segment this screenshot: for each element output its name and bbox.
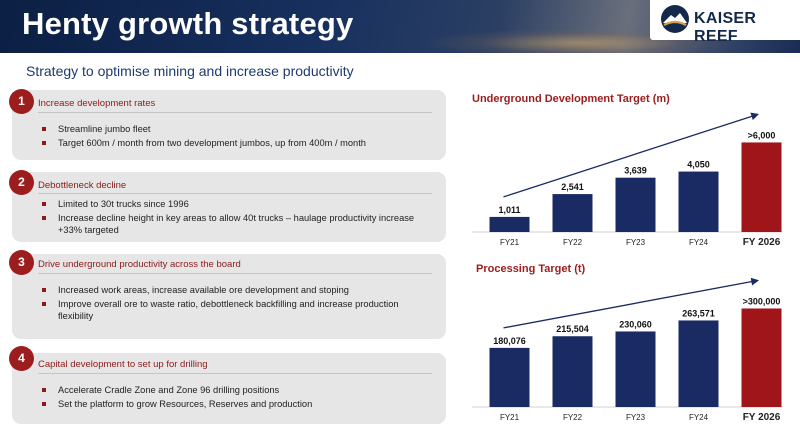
list-item: Set the platform to grow Resources, Rese… (42, 398, 427, 410)
tick-label: FY22 (563, 238, 583, 247)
tick-label: FY22 (563, 413, 583, 422)
data-label: 1,011 (498, 205, 520, 215)
bar-fy-2026 (741, 142, 782, 232)
divider (38, 373, 432, 374)
bar-fy21 (489, 216, 530, 232)
strategy-card-2: 2 Debottleneck decline Limited to 30t tr… (9, 170, 446, 242)
data-label: 263,571 (682, 308, 715, 318)
development-target-chart: 1,011 FY21 2,541 FY22 3,639 FY23 4,050 FY24 >6,0… (472, 112, 783, 248)
data-label: >6,000 (748, 130, 776, 140)
tick-label: FY21 (500, 238, 520, 247)
header-banner: Henty growth strategy KAISER REEF (0, 0, 800, 53)
strategy-heading: Drive underground productivity across th… (38, 259, 241, 270)
mountain-logo-icon (661, 5, 689, 33)
divider (38, 193, 432, 194)
list-item: Streamline jumbo fleet (42, 123, 427, 135)
logo: KAISER REEF (650, 0, 800, 45)
strategy-number-badge: 4 (9, 346, 34, 371)
bar-fy21 (489, 347, 530, 407)
tick-label: FY23 (626, 413, 646, 422)
data-label: 3,639 (624, 166, 647, 176)
tick-label: FY23 (626, 238, 646, 247)
bullet-icon (42, 141, 46, 145)
page-title: Henty growth strategy (22, 6, 354, 41)
strategy-bullets: Limited to 30t trucks since 1996 Increas… (42, 198, 427, 236)
chart-title-processing: Processing Target (t) (476, 263, 586, 275)
list-item: Increase decline height in key areas to … (42, 212, 427, 236)
bar-fy24 (678, 171, 719, 232)
tick-label: FY24 (689, 238, 709, 247)
bar-fy23 (615, 177, 656, 232)
data-label: 2,541 (561, 182, 584, 192)
processing-target-chart: 180,076 FY21 215,504 FY22 230,060 FY23 263,571… (472, 278, 783, 423)
divider (38, 273, 432, 274)
strategy-number-badge: 3 (9, 250, 34, 275)
bullet-icon (42, 402, 46, 406)
data-label: 215,504 (556, 324, 589, 334)
logo-text: KAISER REEF (694, 10, 757, 45)
bullet-icon (42, 202, 46, 206)
tick-label: FY 2026 (743, 237, 781, 248)
strategy-card-3: 3 Drive underground productivity across … (9, 250, 446, 339)
tick-label: FY21 (500, 413, 520, 422)
chart-title-development: Underground Development Target (m) (472, 93, 670, 105)
bar-fy24 (678, 320, 719, 407)
list-item: Limited to 30t trucks since 1996 (42, 198, 427, 210)
list-item: Increased work areas, increase available… (42, 284, 427, 296)
data-label: 4,050 (687, 160, 710, 170)
trend-arrow (503, 278, 760, 329)
strategy-card-1: 1 Increase development rates Streamline … (9, 89, 446, 160)
list-item: Improve overall ore to waste ratio, debo… (42, 298, 427, 322)
data-label: >300,000 (743, 296, 781, 306)
data-label: 180,076 (493, 336, 526, 346)
bullet-icon (42, 288, 46, 292)
bar-fy22 (552, 194, 593, 232)
tick-label: FY24 (689, 413, 709, 422)
strategy-heading: Debottleneck decline (38, 180, 127, 191)
page-subtitle: Strategy to optimise mining and increase… (26, 63, 354, 79)
bar-fy23 (615, 331, 656, 407)
strategy-bullets: Streamline jumbo fleet Target 600m / mon… (42, 123, 427, 149)
bar-fy22 (552, 336, 593, 407)
bullet-icon (42, 127, 46, 131)
strategy-number-badge: 1 (9, 89, 34, 114)
strategy-card-4: 4 Capital development to set up for dril… (9, 346, 446, 424)
list-item: Target 600m / month from two development… (42, 137, 427, 149)
list-item: Accelerate Cradle Zone and Zone 96 drill… (42, 384, 427, 396)
divider (38, 112, 432, 113)
strategy-heading: Increase development rates (38, 98, 156, 109)
strategy-number-badge: 2 (9, 170, 34, 195)
trend-arrow (503, 112, 759, 198)
bullet-icon (42, 302, 46, 306)
strategy-bullets: Accelerate Cradle Zone and Zone 96 drill… (42, 384, 427, 410)
bar-fy-2026 (741, 308, 782, 407)
bullet-icon (42, 216, 46, 220)
strategy-heading: Capital development to set up for drilli… (38, 359, 208, 370)
bullet-icon (42, 388, 46, 392)
tick-label: FY 2026 (743, 412, 781, 423)
data-label: 230,060 (619, 319, 652, 329)
strategy-bullets: Increased work areas, increase available… (42, 284, 427, 322)
